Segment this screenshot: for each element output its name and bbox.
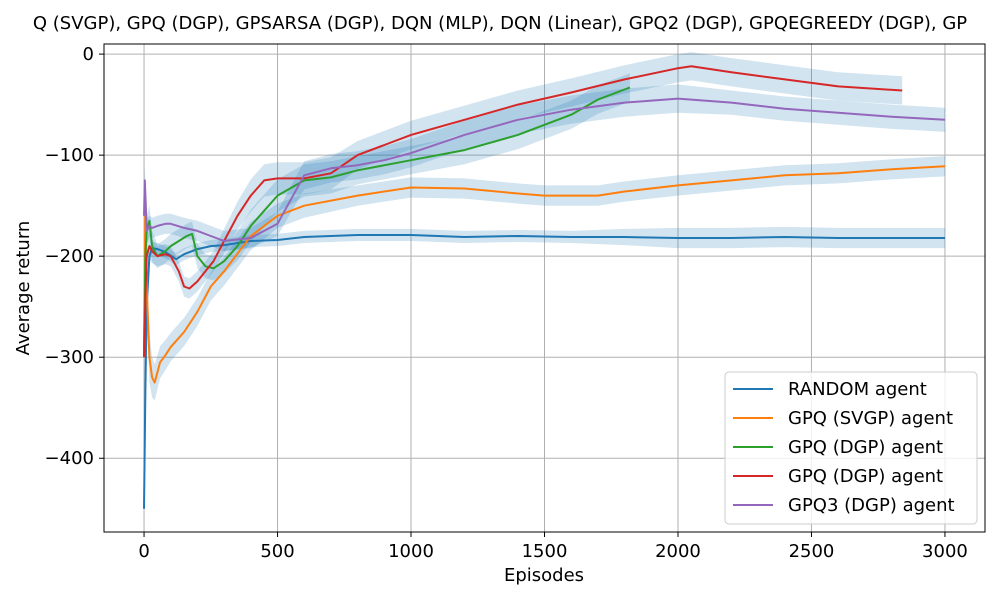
y-tick-label: 0 bbox=[83, 44, 94, 65]
series-line-4 bbox=[143, 65, 903, 358]
series-line-2 bbox=[143, 165, 946, 384]
x-tick-label: 3000 bbox=[922, 541, 968, 562]
x-tick-label: 1000 bbox=[388, 541, 434, 562]
x-tick-label: 2500 bbox=[789, 541, 835, 562]
x-tick-label: 1500 bbox=[522, 541, 568, 562]
y-tick-label: −400 bbox=[45, 448, 94, 469]
y-tick-label: −300 bbox=[45, 347, 94, 368]
y-tick-label: −200 bbox=[45, 246, 94, 267]
legend-label: GPQ (DGP) agent bbox=[788, 466, 943, 487]
series-line-3 bbox=[143, 86, 631, 358]
axis-ticks: 0 500 1000 1500 2000 2500 3000 −400 −300 −200 −100… bbox=[45, 44, 968, 562]
confidence-band-series-2 bbox=[144, 156, 945, 401]
legend-label: GPQ (SVGP) agent bbox=[788, 408, 953, 429]
chart-title: Q (SVGP), GPQ (DGP), GPSARSA (DGP), DQN … bbox=[33, 13, 967, 34]
legend: RANDOM agent GPQ (SVGP) agent GPQ (DGP) ag… bbox=[724, 371, 978, 525]
series-lines bbox=[143, 65, 946, 509]
x-tick-label: 2000 bbox=[655, 541, 701, 562]
y-tick-label: −100 bbox=[45, 145, 94, 166]
confidence-band-series-5 bbox=[144, 84, 945, 252]
x-tick-label: 0 bbox=[138, 541, 149, 562]
legend-label: RANDOM agent bbox=[788, 379, 927, 400]
y-axis-label: Average return bbox=[13, 221, 34, 356]
confidence-band-series-3 bbox=[144, 73, 630, 378]
grid-lines bbox=[104, 44, 985, 532]
legend-label: GPQ3 (DGP) agent bbox=[788, 495, 955, 516]
x-axis-label: Episodes bbox=[504, 565, 584, 586]
legend-label: GPQ (DGP) agent bbox=[788, 437, 943, 458]
legend-frame bbox=[724, 371, 978, 525]
x-tick-label: 500 bbox=[260, 541, 294, 562]
series-line-5 bbox=[143, 97, 946, 242]
